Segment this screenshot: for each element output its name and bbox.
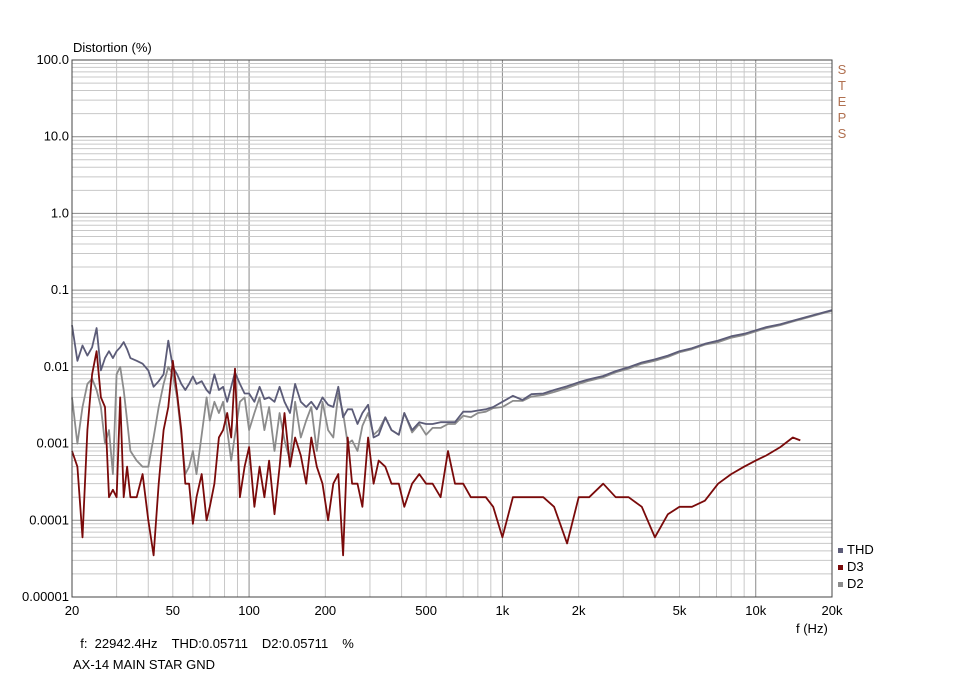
series-line-d2 [71, 309, 833, 476]
y-tick-label: 10.0 [44, 129, 69, 144]
grid [71, 59, 833, 598]
y-tick-label: 0.0001 [29, 512, 69, 527]
series-layer [71, 309, 833, 557]
legend-label-d2: D2 [847, 576, 864, 591]
readout-unit: % [342, 636, 354, 651]
series-line-thd [71, 309, 833, 439]
x-tick-label: 1k [496, 603, 510, 618]
x-tick-label: 2k [572, 603, 586, 618]
x-tick-label: 500 [415, 603, 437, 618]
y-tick-label: 0.1 [51, 282, 69, 297]
series-line-d3 [71, 350, 801, 557]
y-tick-label: 0.001 [36, 436, 69, 451]
legend-label-d3: D3 [847, 559, 864, 574]
cursor-readout: f: 22942.4Hz THD:0.05711 D2:0.05711% [73, 621, 368, 651]
plot-frame [71, 59, 833, 598]
x-tick-label: 100 [238, 603, 260, 618]
readout-frequency: f: 22942.4Hz [80, 636, 158, 651]
legend-swatch-d3 [838, 565, 843, 570]
steps-letter: S [837, 62, 847, 77]
y-tick-label: 1.0 [51, 205, 69, 220]
readout-thd: THD:0.05711 [171, 636, 248, 651]
readout-d2: D2:0.05711 [261, 636, 329, 651]
legend-swatch-thd [838, 548, 843, 553]
legend-label-thd: THD [847, 542, 874, 557]
steps-letter: E [837, 94, 847, 109]
steps-letter: S [837, 126, 847, 141]
x-tick-label: 20k [822, 603, 843, 618]
y-tick-label: 0.00001 [22, 589, 69, 604]
steps-letter: T [838, 78, 846, 93]
x-axis-title: f (Hz) [796, 621, 828, 636]
x-tick-label: 50 [166, 603, 180, 618]
legend: THD D3 D2 [838, 542, 874, 591]
x-tick-label: 20 [65, 603, 79, 618]
x-tick-label: 5k [673, 603, 687, 618]
y-tick-label: 100.0 [36, 52, 69, 67]
y-axis-title: Distortion (%) [73, 40, 152, 55]
steps-letter: P [837, 110, 847, 125]
measurement-caption: AX-14 MAIN STAR GND [73, 657, 216, 672]
plot-area [72, 60, 832, 597]
x-tick-label: 10k [745, 603, 766, 618]
legend-swatch-d2 [838, 582, 843, 587]
x-tick-label: 200 [314, 603, 336, 618]
y-tick-label: 0.01 [44, 359, 69, 374]
